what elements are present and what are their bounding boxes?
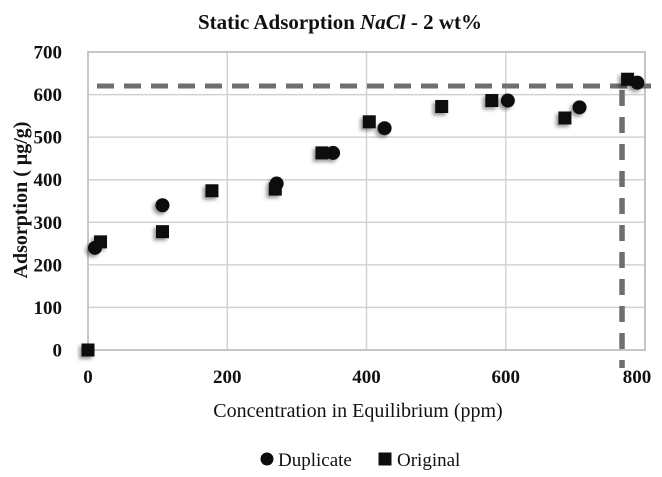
legend-item: Original (378, 450, 460, 471)
y-tick-label: 0 (53, 341, 63, 362)
legend: Duplicate Original (260, 450, 460, 471)
chart-title-italic: NaCl (359, 10, 406, 34)
legend-label: Duplicate (278, 450, 352, 471)
x-tick-label: 200 (213, 367, 242, 388)
marker-layer (81, 72, 645, 357)
data-point-original (621, 72, 635, 86)
data-point-original (268, 182, 282, 196)
legend-item: Duplicate (260, 450, 352, 471)
y-tick-label: 500 (34, 128, 63, 149)
legend-label: Original (397, 450, 460, 471)
data-point-original (435, 99, 449, 113)
data-point-original (362, 115, 376, 129)
data-point-duplicate (500, 93, 515, 108)
y-tick-label: 700 (34, 43, 63, 64)
y-tick-label: 600 (34, 85, 63, 106)
annotation-layer (97, 83, 651, 368)
data-point-original (205, 184, 219, 198)
x-axis-label: Concentration in Equilibrium (ppm) (213, 400, 502, 422)
tick-layer: 0 100 200 300 400 500 600 700 0 200 400 600 800 (34, 43, 652, 389)
data-point-duplicate (377, 121, 392, 136)
chart-title-suffix: - 2 wt% (406, 10, 482, 34)
data-point-original (94, 235, 108, 249)
data-point-original (485, 94, 499, 108)
x-tick-label: 600 (492, 367, 521, 388)
chart-title-prefix: Static Adsorption (198, 10, 360, 34)
data-point-duplicate (326, 145, 341, 160)
x-tick-label: 800 (623, 367, 652, 388)
grid-layer (87, 51, 646, 351)
x-tick-label: 400 (352, 367, 381, 388)
data-point-original (81, 343, 95, 357)
y-axis-label: Adsorption ( μg/g) (10, 122, 32, 279)
legend-marker-square-icon (378, 452, 392, 466)
x-tick-label: 0 (83, 367, 93, 388)
chart-title: Static Adsorption NaCl - 2 wt% (198, 10, 482, 34)
data-point-duplicate (155, 198, 170, 213)
y-tick-label: 200 (34, 255, 63, 276)
y-tick-label: 100 (34, 298, 63, 319)
y-tick-label: 400 (34, 170, 63, 191)
data-point-original (315, 146, 329, 160)
plot-border (87, 51, 646, 351)
data-point-duplicate (572, 100, 587, 115)
y-tick-label: 300 (34, 213, 63, 234)
data-point-original (155, 225, 169, 239)
data-point-original (558, 111, 572, 125)
legend-marker-circle-icon (260, 452, 274, 466)
